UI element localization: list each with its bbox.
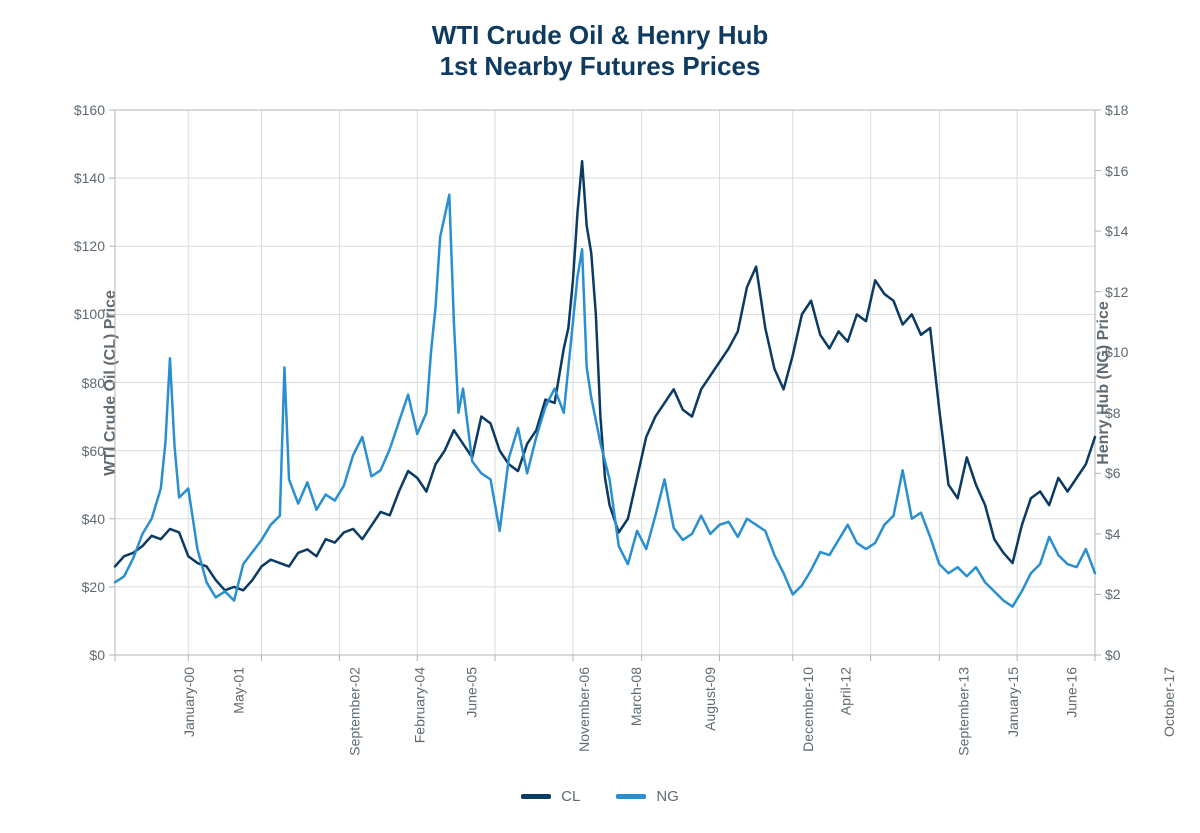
legend-label: CL: [561, 788, 580, 805]
y-right-tick-label: $18: [1105, 102, 1128, 118]
y-right-tick-label: $14: [1105, 223, 1128, 239]
x-tick-label: April-12: [837, 667, 853, 715]
y-left-tick-label: $0: [89, 647, 105, 663]
x-tick-label: September-02: [346, 667, 362, 756]
x-tick-label: September-13: [955, 667, 971, 756]
x-tick-label: March-08: [628, 667, 644, 726]
y-left-tick-label: $120: [74, 238, 105, 254]
x-tick-label: January-15: [1005, 667, 1021, 737]
x-tick-label: May-01: [231, 667, 247, 714]
legend-swatch-icon: [616, 794, 646, 799]
x-tick-label: January-00: [181, 667, 197, 737]
y-right-tick-label: $2: [1105, 586, 1121, 602]
y-right-tick-label: $8: [1105, 405, 1121, 421]
x-tick-label: October-17: [1161, 667, 1177, 737]
y-right-tick-label: $16: [1105, 163, 1128, 179]
y-left-tick-label: $40: [82, 511, 105, 527]
x-tick-label: June-05: [464, 667, 480, 718]
y-right-tick-label: $0: [1105, 647, 1121, 663]
legend: CL NG: [0, 788, 1200, 805]
x-tick-label: November-06: [576, 667, 592, 752]
y-right-tick-label: $6: [1105, 465, 1121, 481]
y-left-tick-label: $160: [74, 102, 105, 118]
y-right-tick-label: $10: [1105, 344, 1128, 360]
y-left-tick-label: $140: [74, 170, 105, 186]
chart-container: WTI Crude Oil & Henry Hub 1st Nearby Fut…: [0, 0, 1200, 833]
x-tick-label: December-10: [800, 667, 816, 752]
legend-label: NG: [656, 788, 679, 805]
x-tick-label: June-16: [1064, 667, 1080, 718]
y-left-tick-label: $80: [82, 375, 105, 391]
y-right-tick-label: $12: [1105, 284, 1128, 300]
legend-swatch-icon: [521, 794, 551, 799]
legend-item-CL: CL: [521, 788, 580, 805]
y-right-tick-label: $4: [1105, 526, 1121, 542]
y-left-tick-label: $100: [74, 306, 105, 322]
y-left-tick-label: $20: [82, 579, 105, 595]
y-left-tick-label: $60: [82, 443, 105, 459]
x-tick-label: February-04: [412, 667, 428, 743]
legend-item-NG: NG: [616, 788, 679, 805]
x-tick-label: August-09: [701, 667, 717, 731]
